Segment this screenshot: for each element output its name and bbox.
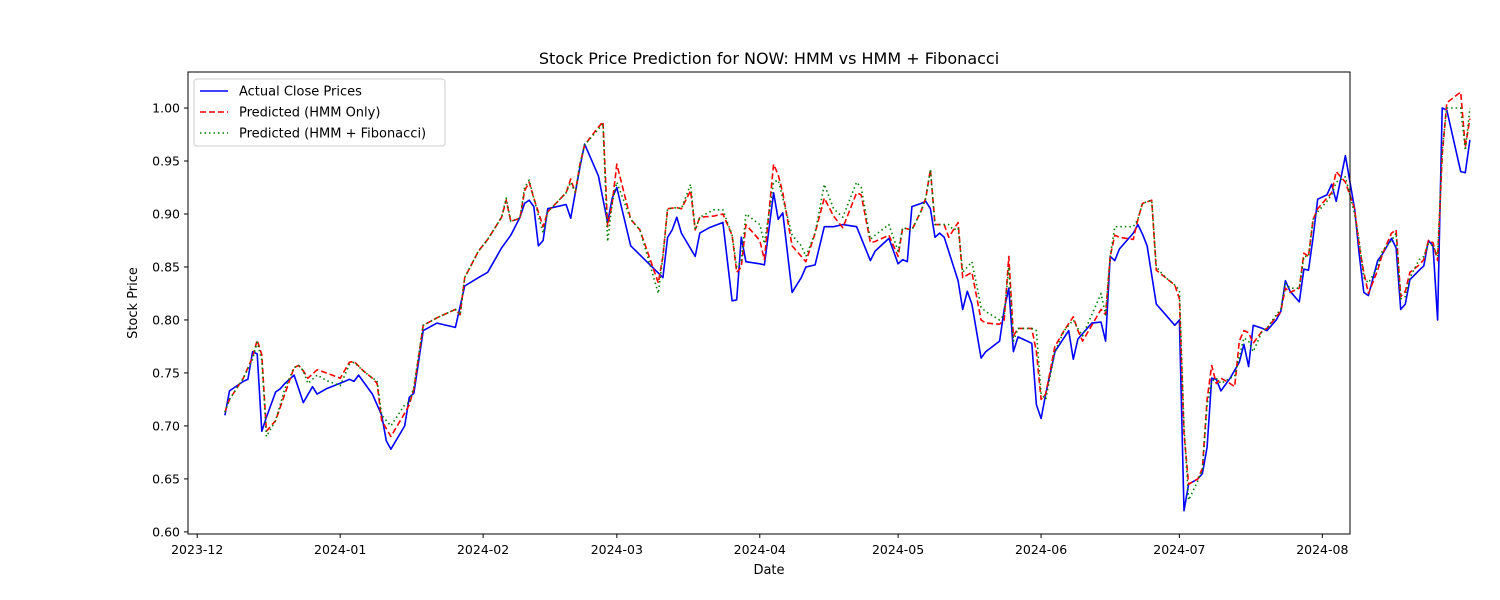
y-axis-label: Stock Price [126, 267, 141, 339]
x-tick-label: 2023-12 [171, 542, 223, 557]
x-tick-label: 2024-08 [1296, 542, 1348, 557]
y-tick-label: 0.70 [152, 418, 180, 433]
chart-title: Stock Price Prediction for NOW: HMM vs H… [539, 49, 999, 68]
x-axis-label: Date [753, 563, 784, 578]
y-tick-label: 0.60 [152, 524, 180, 539]
y-tick-label: 0.95 [152, 154, 180, 169]
y-tick-label: 0.80 [152, 312, 180, 327]
x-tick-label: 2024-03 [591, 542, 643, 557]
y-tick-label: 0.65 [152, 471, 180, 486]
y-tick-label: 1.00 [152, 101, 180, 116]
x-tick-label: 2024-06 [1015, 542, 1067, 557]
series-line-2 [224, 91, 1471, 486]
y-tick-label: 0.90 [152, 206, 180, 221]
legend-label-2: Predicted (HMM Only) [239, 106, 380, 121]
legend-label-3: Predicted (HMM + Fibonacci) [239, 127, 426, 142]
x-axis-ticks: 2023-12 2024-01 2024-02 2024-03 2024-04 2024-… [171, 534, 1348, 557]
y-tick-label: 0.75 [152, 365, 180, 380]
series-line-1 [224, 107, 1471, 512]
x-tick-label: 2024-05 [872, 542, 924, 557]
x-tick-label: 2024-07 [1153, 542, 1205, 557]
x-tick-label: 2024-01 [314, 542, 366, 557]
x-tick-label: 2024-02 [457, 542, 509, 557]
y-axis-ticks: 0.60 0.65 0.70 0.75 0.80 0.85 0.90 0.95 1.00 [152, 101, 188, 539]
x-tick-label: 2024-04 [734, 542, 786, 557]
series-layer [224, 91, 1471, 512]
legend-label-1: Actual Close Prices [239, 85, 362, 100]
y-tick-label: 0.85 [152, 259, 180, 274]
legend: Actual Close Prices Predicted (HMM Only) P… [193, 78, 446, 147]
plot-area-frame [187, 71, 1351, 535]
legend-box [193, 78, 446, 147]
